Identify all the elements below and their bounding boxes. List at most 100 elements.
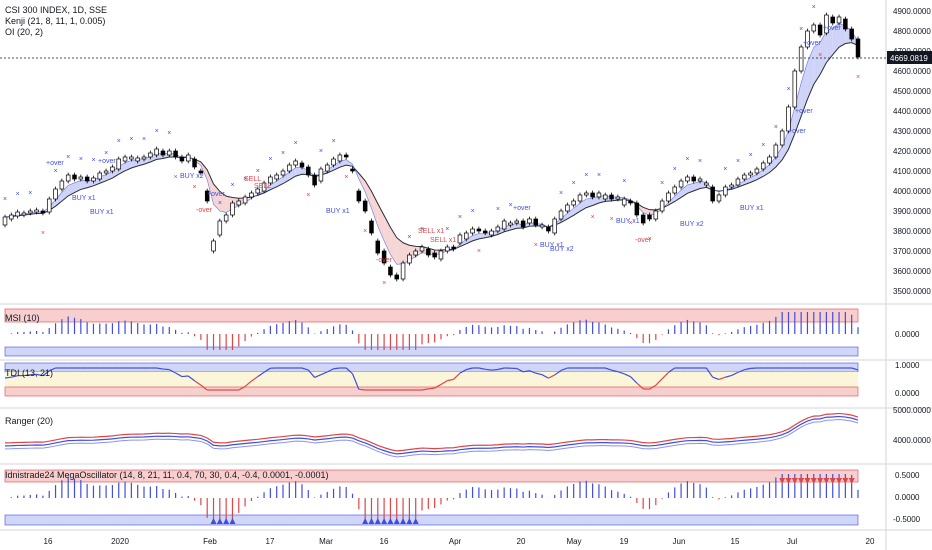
symbol-title[interactable]: CSI 300 INDEX, 1D, SSE	[5, 5, 107, 15]
price-axis[interactable]: 3500.0000 3600.0000 3700.0000 3800.0000 3900…	[893, 7, 931, 296]
up-cross-marker: ×	[104, 150, 108, 157]
candle-body	[539, 224, 545, 228]
candle-body	[426, 248, 431, 256]
down-cross-marker: ×	[647, 236, 651, 243]
kenji-cloud-segment	[567, 208, 574, 219]
candle-body	[135, 157, 140, 162]
up-cross-marker: ×	[812, 4, 816, 11]
up-cross-marker: ×	[167, 130, 171, 137]
time-tick-label: Apr	[449, 537, 462, 546]
tdi-line	[4, 367, 859, 391]
kenji-cloud-segment	[390, 227, 397, 265]
plus-over-label: +over	[823, 25, 841, 32]
candle-body	[748, 172, 753, 176]
up-cross-marker: ×	[572, 180, 576, 187]
candle-body	[691, 176, 696, 182]
kenji-cloud-segment	[131, 159, 138, 169]
candle-body	[122, 156, 128, 162]
price-tick-label: 4000.0000	[893, 187, 931, 196]
kenji-cloud-segment	[365, 180, 372, 209]
candle-body	[72, 174, 77, 180]
msi-tick-0: 0.0000	[895, 330, 920, 339]
candle-body	[324, 164, 330, 172]
down-cross-marker: ×	[174, 174, 178, 181]
up-cross-marker: ×	[256, 168, 260, 175]
kenji-cloud-segment	[270, 180, 277, 190]
tdi-segment	[314, 374, 322, 378]
up-cross-marker: ×	[673, 166, 677, 173]
time-tick-label: 16	[380, 537, 389, 546]
up-cross-marker: ×	[559, 190, 563, 197]
candle-body	[97, 172, 103, 180]
up-cross-marker: ×	[837, 0, 841, 3]
candle-body	[735, 178, 741, 186]
kenji-cloud-segment	[820, 31, 827, 75]
candle-body	[419, 246, 425, 252]
time-tick-label: Mar	[319, 537, 333, 546]
tdi-segment	[661, 371, 669, 380]
up-cross-marker: ×	[660, 180, 664, 187]
candle-body	[46, 198, 52, 213]
candle-body	[798, 46, 804, 72]
plus-over-label: +over	[98, 158, 116, 165]
tdi-title[interactable]: TDI (13, 21)	[5, 368, 53, 378]
buy-signal-label: BUY x1	[72, 195, 96, 202]
up-cross-marker: ×	[749, 152, 753, 159]
candle-body	[350, 168, 355, 172]
price-tick-label: 4900.0000	[893, 7, 931, 16]
tdi-lower-band	[4, 386, 859, 397]
down-cross-marker: ×	[629, 220, 633, 227]
tdi-segment	[516, 367, 524, 373]
tdi-segment	[535, 372, 543, 376]
oi-indicator-title[interactable]: OI (20, 2)	[5, 27, 43, 37]
candle-body	[558, 210, 564, 220]
plus-over-label: +over	[513, 205, 531, 212]
tdi-segment	[548, 374, 555, 379]
tdi-segment	[611, 369, 619, 373]
ranger-lower-line	[4, 418, 859, 458]
tdi-segment	[440, 380, 448, 385]
candle-body	[230, 202, 235, 216]
price-tick-label: 4100.0000	[893, 167, 931, 176]
candle-body	[824, 14, 829, 34]
kenji-indicator-title[interactable]: Kenji (21, 8, 11, 1, 0.005)	[5, 16, 105, 26]
kenji-fast-line	[4, 23, 859, 265]
buy-signal-label: BUY x1	[540, 242, 564, 249]
up-cross-marker: ×	[243, 176, 247, 183]
mega-title[interactable]: Idnistrade24 MegaOscillator (14, 8, 21, …	[5, 470, 329, 480]
candle-body	[672, 186, 678, 194]
msi-title[interactable]: MSI (10)	[5, 313, 40, 323]
kenji-cloud-segment	[87, 179, 94, 188]
candle-body	[438, 250, 444, 260]
candle-body	[527, 218, 532, 224]
mega-up-triangle	[406, 518, 413, 524]
time-tick-label: May	[566, 537, 581, 546]
candle-body	[9, 214, 14, 220]
minus-over-label: -over	[196, 207, 213, 214]
kenji-cloud-segment	[687, 183, 694, 194]
time-tick-label: 16	[44, 537, 53, 546]
buy-signal-label: BUY x2	[550, 246, 574, 253]
candle-body	[779, 130, 785, 146]
kenji-cloud-segment	[346, 159, 353, 167]
candle-body	[805, 30, 810, 48]
time-tick-label: 20	[517, 537, 526, 546]
time-tick-label: Jun	[673, 537, 686, 546]
tdi-segment	[529, 370, 536, 374]
mega-up-triangle	[362, 518, 369, 524]
time-tick-label: 20	[866, 537, 875, 546]
time-axis[interactable]: 16 2020 Feb 17 Mar 16 Apr 20 May 19 Jun 15 Jul 20	[44, 537, 875, 546]
candle-body	[280, 170, 286, 176]
mega-down-triangle	[817, 478, 824, 484]
mega-down-triangle	[836, 478, 843, 484]
tdi-segment	[605, 367, 612, 371]
up-cross-marker: ×	[407, 234, 411, 241]
up-cross-marker: ×	[445, 226, 449, 233]
candle-body	[223, 214, 229, 222]
candle-body	[432, 252, 437, 258]
ranger-title[interactable]: Ranger (20)	[5, 416, 53, 426]
